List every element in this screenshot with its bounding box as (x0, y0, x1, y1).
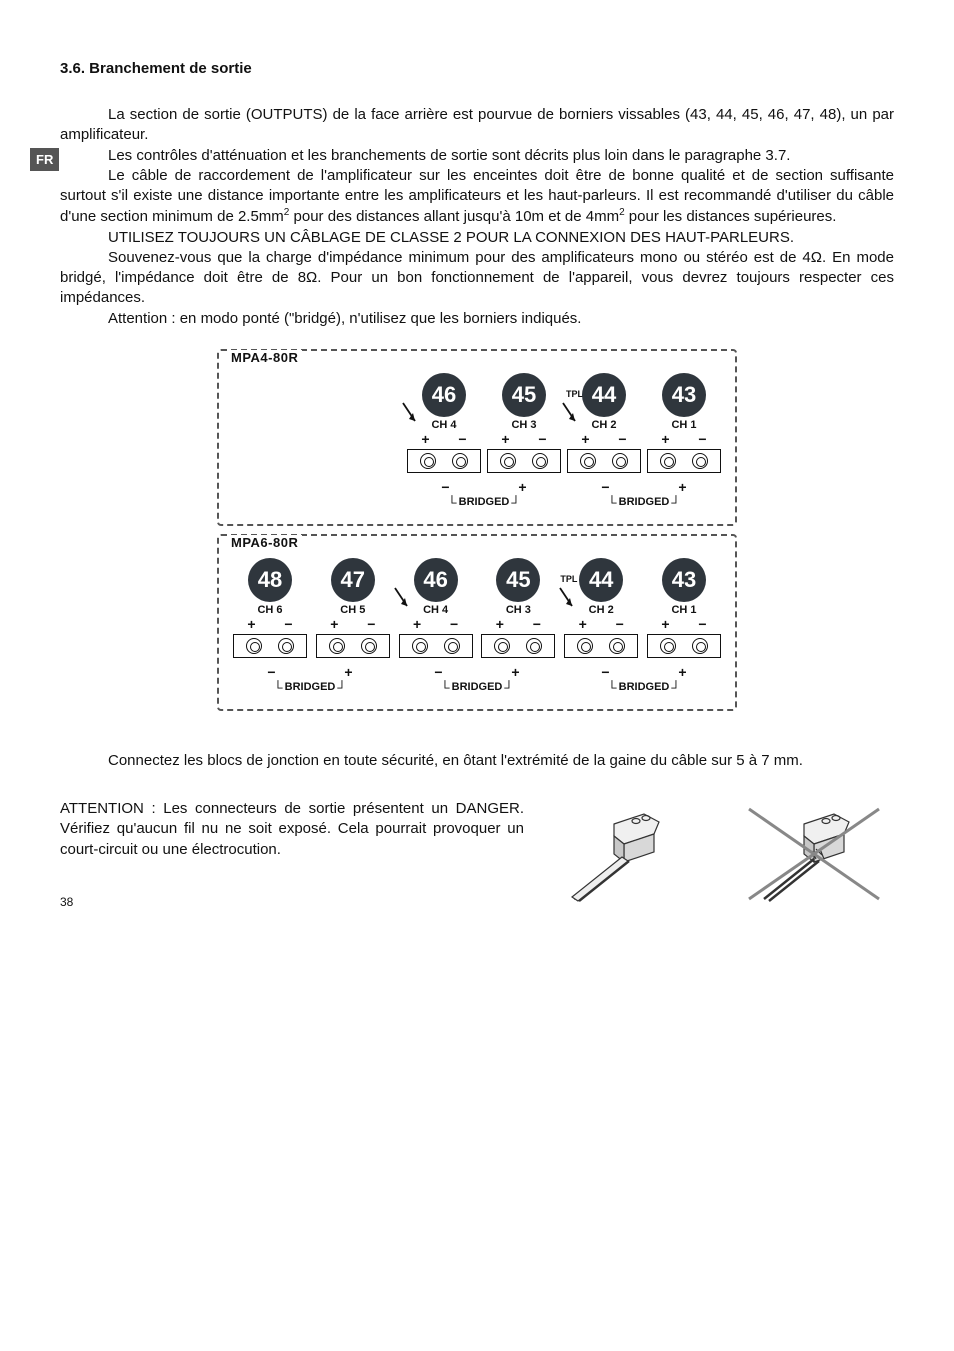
callout-cell: 43 (647, 558, 721, 602)
paragraph-6: Attention : en modo ponté ("bridgé), n'u… (60, 309, 894, 329)
terminal-block (407, 449, 481, 473)
channel-label: CH 1 (647, 604, 721, 616)
p2-text: Les contrôles d'atténuation et les branc… (108, 147, 790, 164)
paragraph-4: UTILISEZ TOUJOURS UN CÂBLAGE DE CLASSE 2… (60, 228, 894, 248)
bridged-pair: −+└BRIDGED┘ (407, 479, 561, 510)
section-title: 3.6. Branchement de sortie (60, 60, 894, 77)
polarity-labels: +− (487, 431, 561, 447)
terminal-block (567, 449, 641, 473)
bridged-pair: −+└BRIDGED┘ (400, 664, 554, 695)
terminal-block (647, 634, 721, 658)
paragraph-8: ATTENTION : Les connecteurs de sortie pr… (60, 799, 524, 860)
callout-number: 44 (579, 558, 623, 602)
polarity-labels: +− (316, 616, 390, 632)
polarity-labels: +− (407, 431, 481, 447)
diagram4-title: MPA4-80R (227, 350, 302, 365)
p7-text: Connectez les blocs de jonction en toute… (108, 752, 803, 769)
channel-label: CH 1 (647, 419, 721, 431)
paragraph-5: Souvenez-vous que la charge d'impédance … (60, 248, 894, 309)
polarity-labels: +− (647, 616, 721, 632)
callout-number: 44 (582, 373, 626, 417)
callout-cell: 44 (567, 373, 641, 417)
callout-number: 46 (414, 558, 458, 602)
bridged-pair: −+└BRIDGED┘ (567, 479, 721, 510)
channel-label: CH 6 (233, 604, 307, 616)
bridged-pair: −+└BRIDGED┘ (233, 664, 387, 695)
bridged-pair: −+└BRIDGED┘ (567, 664, 721, 695)
polarity-labels: +− (564, 616, 638, 632)
terminal-block (647, 449, 721, 473)
diagram6-title: MPA6-80R (227, 535, 302, 550)
callout-cell: 47 (316, 558, 390, 602)
callout-number: 47 (331, 558, 375, 602)
p3b-text: pour des distances allant jusqu'à 10m et… (289, 208, 619, 225)
polarity-labels: +− (481, 616, 555, 632)
language-tab: FR (30, 148, 59, 171)
callout-number: 48 (248, 558, 292, 602)
terminal-block (487, 449, 561, 473)
terminal-block (233, 634, 307, 658)
callout-number: 46 (422, 373, 466, 417)
terminal-block (564, 634, 638, 658)
callout-cell: 43 (647, 373, 721, 417)
channel-label: CH 3 (481, 604, 555, 616)
callout-cell: 48 (233, 558, 307, 602)
p1-text: La section de sortie (OUTPUTS) de la fac… (60, 106, 894, 143)
paragraph-1: La section de sortie (OUTPUTS) de la fac… (60, 105, 894, 146)
callout-cell: 46 (399, 558, 473, 602)
paragraph-3: Le câble de raccordement de l'amplificat… (60, 166, 894, 228)
terminal-block (316, 634, 390, 658)
terminal-block (481, 634, 555, 658)
p6-text: Attention : en modo ponté ("bridgé), n'u… (108, 310, 581, 327)
callout-cell: 44 (564, 558, 638, 602)
connector-wrong-icon (734, 799, 894, 909)
p5-text: Souvenez-vous que la charge d'impédance … (60, 249, 894, 307)
p3c-text: pour les distances supérieures. (625, 208, 837, 225)
callout-cell: 46 (407, 373, 481, 417)
connector-correct-icon (544, 799, 704, 909)
polarity-labels: +− (233, 616, 307, 632)
polarity-labels: +− (399, 616, 473, 632)
callout-number: 43 (662, 558, 706, 602)
callout-number: 43 (662, 373, 706, 417)
p4-text: UTILISEZ TOUJOURS UN CÂBLAGE DE CLASSE 2… (108, 229, 794, 246)
callout-number: 45 (502, 373, 546, 417)
channel-label: CH 5 (316, 604, 390, 616)
connector-figures (544, 799, 894, 909)
paragraph-7: Connectez les blocs de jonction en toute… (60, 751, 894, 771)
polarity-labels: +− (567, 431, 641, 447)
polarity-labels: +− (647, 431, 721, 447)
paragraph-2: Les contrôles d'atténuation et les branc… (60, 146, 894, 166)
callout-cell: 45TPL (481, 558, 555, 602)
page-number: 38 (60, 895, 73, 909)
diagram-mpa4: MPA4-80R 4645TPL4443 CH 4CH 3CH 2CH 1 +−… (217, 349, 737, 711)
terminal-block (399, 634, 473, 658)
callout-cell: 45TPL (487, 373, 561, 417)
callout-number: 45 (496, 558, 540, 602)
channel-label: CH 3 (487, 419, 561, 431)
